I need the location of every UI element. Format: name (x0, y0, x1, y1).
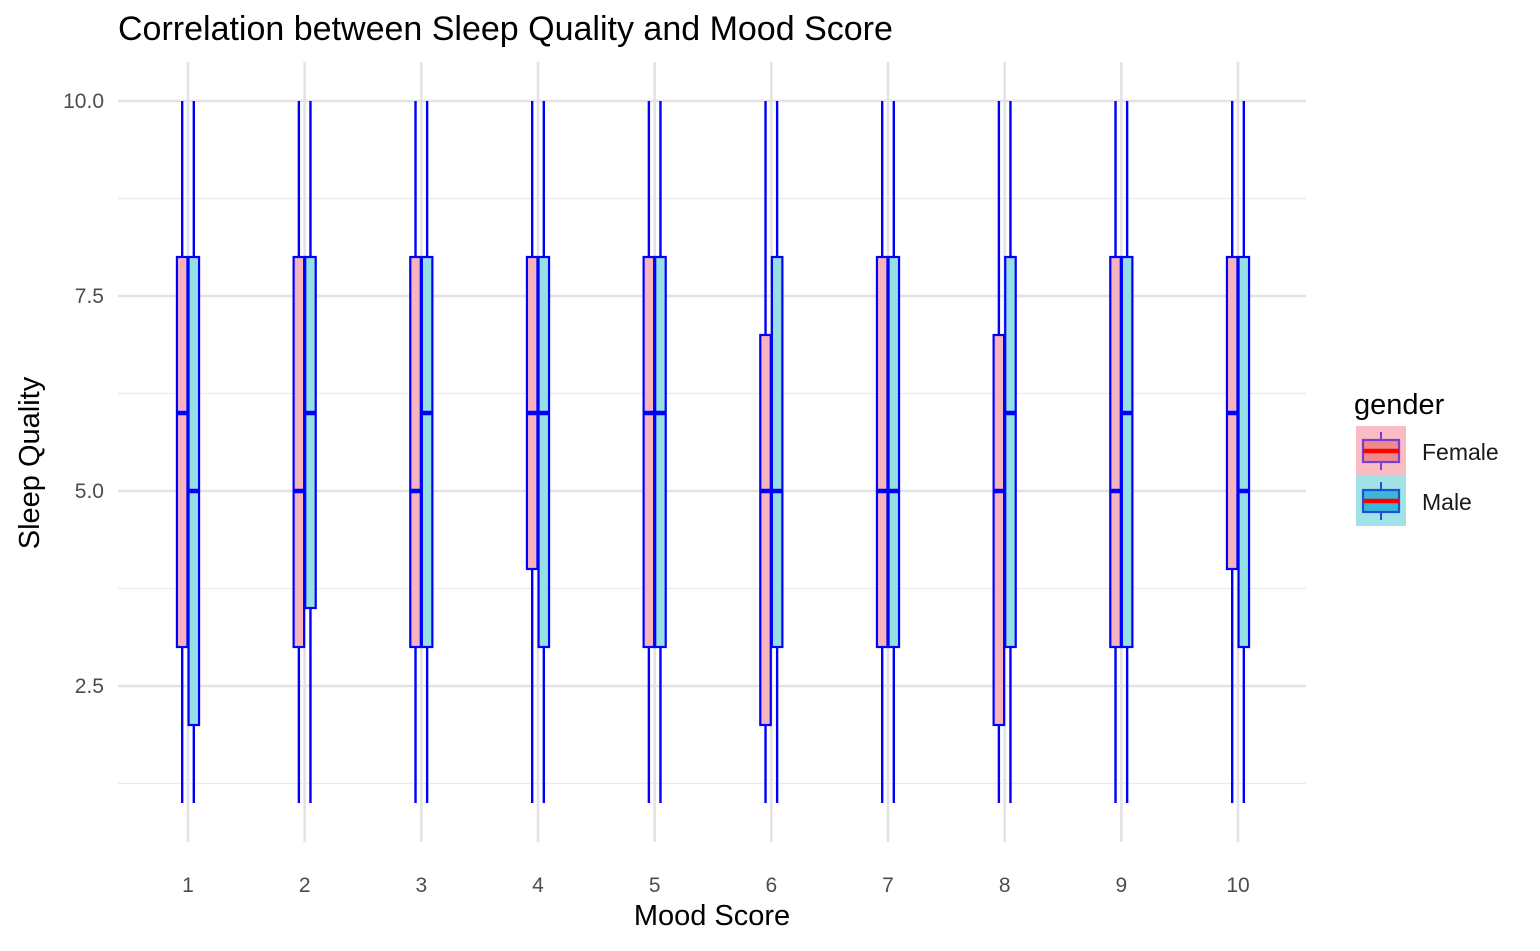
box-body (292, 255, 306, 649)
box-male-10 (1237, 101, 1251, 803)
x-tick-label: 5 (649, 874, 661, 897)
x-tick-label: 9 (1115, 874, 1127, 897)
box-male-4 (537, 101, 551, 803)
box-female-8 (992, 101, 1006, 803)
box-female-4 (525, 101, 539, 803)
box-male-6 (770, 101, 784, 803)
box-body (1004, 255, 1017, 649)
legend: gender Female Male (1354, 390, 1534, 526)
y-tick-label: 2.5 (75, 675, 104, 698)
box-body (420, 255, 434, 649)
box-female-5 (642, 101, 656, 803)
x-tick-label: 4 (532, 874, 544, 897)
box-body (409, 255, 422, 649)
y-tick-label: 7.5 (75, 285, 104, 308)
legend-item-male: Male (1354, 476, 1534, 526)
y-tick-label: 10.0 (63, 90, 104, 113)
box-body (1237, 255, 1251, 649)
box-male-2 (304, 101, 317, 803)
box-male-5 (654, 101, 667, 803)
x-axis-tick-labels: 1 2 3 4 5 6 7 8 9 10 (182, 874, 1250, 897)
y-axis-tick-labels: 2.5 5.0 7.5 10.0 (63, 90, 104, 698)
box-male-8 (1004, 101, 1017, 803)
box-body (875, 255, 889, 649)
box-body (770, 255, 784, 649)
series-male (187, 101, 1251, 803)
box-female-6 (759, 101, 772, 803)
x-axis-title: Mood Score (633, 900, 791, 932)
x-tick-label: 8 (999, 874, 1011, 897)
legend-key-male (1356, 476, 1406, 526)
x-tick-label: 1 (182, 874, 194, 897)
box-female-9 (1109, 101, 1122, 803)
box-body (654, 255, 667, 649)
box-body (887, 255, 901, 649)
box-body (642, 255, 656, 649)
x-tick-label: 3 (415, 874, 427, 897)
legend-item-female: Female (1354, 426, 1534, 476)
box-body (175, 255, 189, 649)
x-tick-label: 2 (299, 874, 311, 897)
legend-key-female (1356, 426, 1406, 476)
x-tick-label: 10 (1226, 874, 1249, 897)
box-body (537, 255, 551, 649)
legend-label-female: Female (1422, 439, 1499, 465)
chart-title: Correlation between Sleep Quality and Mo… (118, 10, 893, 48)
box-male-1 (187, 101, 201, 803)
legend-title: gender (1354, 389, 1445, 421)
box-male-7 (887, 101, 901, 803)
y-tick-label: 5.0 (75, 480, 104, 503)
x-tick-label: 6 (765, 874, 777, 897)
box-body (304, 255, 317, 610)
box-body (1120, 255, 1134, 649)
box-female-10 (1225, 101, 1239, 803)
x-tick-label: 7 (882, 874, 894, 897)
box-male-9 (1120, 101, 1134, 803)
box-female-3 (409, 101, 422, 803)
box-body (1109, 255, 1122, 649)
series-female (175, 101, 1239, 803)
box-body (992, 333, 1006, 727)
box-body (759, 333, 772, 727)
box-female-1 (175, 101, 189, 803)
box-male-3 (420, 101, 434, 803)
box-female-7 (875, 101, 889, 803)
box-female-2 (292, 101, 306, 803)
y-axis-title: Sleep Quality (14, 376, 46, 550)
legend-label-male: Male (1422, 489, 1472, 515)
